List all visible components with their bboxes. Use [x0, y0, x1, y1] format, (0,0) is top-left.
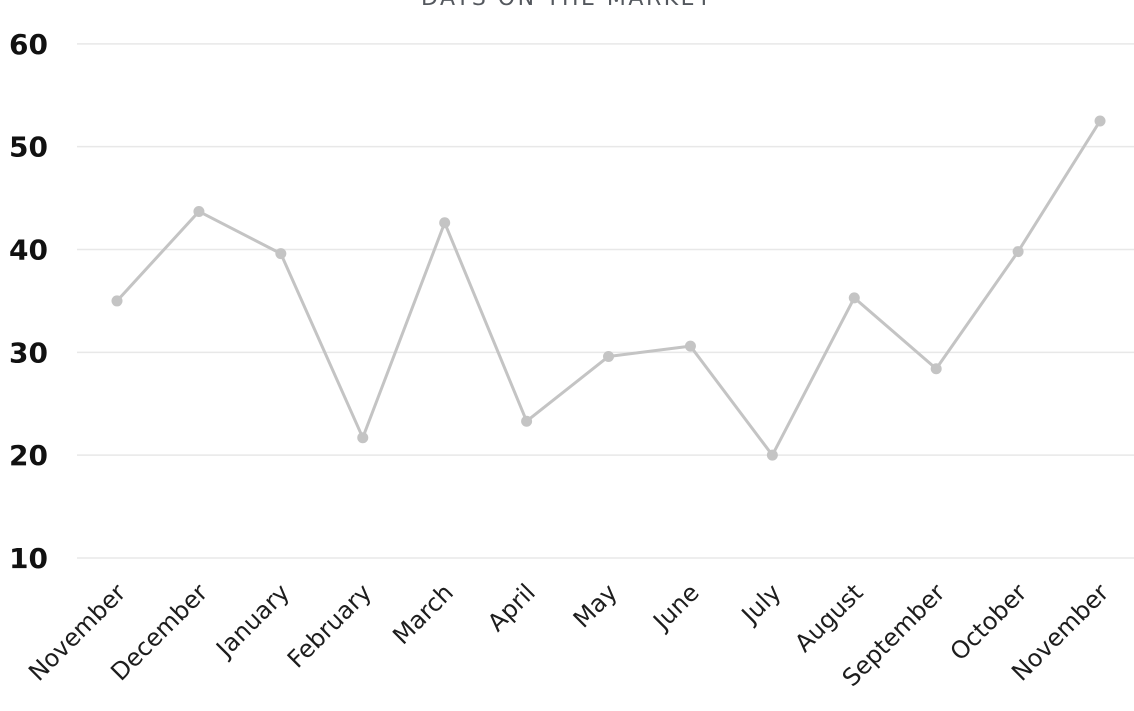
chart-title: DAYS ON THE MARKET	[0, 0, 1134, 11]
x-tick-label: March	[387, 578, 459, 650]
x-tick-label: February	[282, 578, 377, 673]
x-tick-label: April	[482, 578, 541, 637]
data-point	[1094, 115, 1106, 127]
data-point	[684, 340, 696, 352]
data-point	[930, 363, 942, 375]
x-tick-label: January	[210, 578, 296, 664]
x-tick-label: May	[568, 578, 623, 633]
x-tick-label: June	[647, 578, 705, 636]
data-point	[357, 432, 369, 444]
y-tick-label: 20	[9, 439, 48, 472]
data-point	[521, 415, 533, 427]
data-point	[439, 217, 451, 229]
data-point	[603, 350, 615, 362]
y-tick-label: 10	[9, 542, 48, 575]
y-tick-label: 60	[9, 28, 48, 61]
data-point	[193, 205, 205, 217]
data-line	[115, 120, 1102, 457]
data-point	[111, 295, 123, 307]
data-point	[1012, 246, 1024, 258]
x-tick-label: July	[735, 578, 787, 630]
data-point	[848, 292, 860, 304]
y-tick-label: 50	[9, 131, 48, 164]
y-tick-label: 40	[9, 234, 48, 267]
data-point	[275, 248, 287, 260]
data-point	[766, 449, 778, 461]
x-tick-label: August	[789, 578, 868, 657]
y-tick-label: 30	[9, 336, 48, 369]
